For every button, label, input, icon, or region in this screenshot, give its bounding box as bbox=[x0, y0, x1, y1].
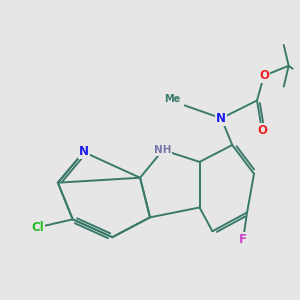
Text: NH: NH bbox=[154, 145, 172, 155]
Text: Cl: Cl bbox=[32, 221, 44, 234]
Text: O: O bbox=[257, 124, 267, 137]
Text: O: O bbox=[259, 69, 269, 82]
Text: Me: Me bbox=[164, 94, 180, 104]
Text: N: N bbox=[79, 146, 88, 158]
Text: N: N bbox=[216, 112, 226, 125]
Text: F: F bbox=[239, 233, 247, 246]
